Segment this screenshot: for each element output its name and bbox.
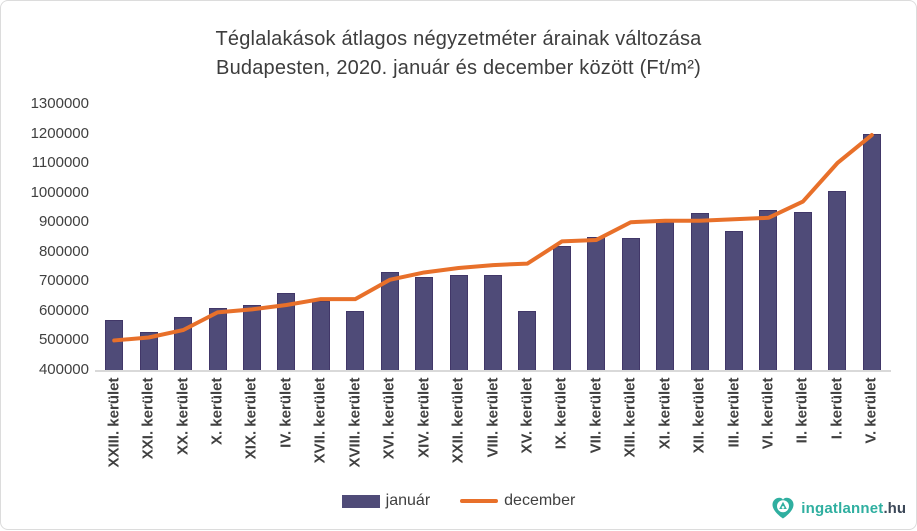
x-axis-label: IX. kerület [552,377,570,450]
y-axis-label: 700000 [38,272,89,290]
y-axis-label: 600000 [38,301,89,319]
bar-januar-xi-kerület [656,222,675,370]
y-axis-label: 1000000 [30,183,89,201]
x-axis-label: XIX. kerület [242,377,260,460]
x-axis-label: VII. kerület [587,377,605,454]
bar-januar-vii-kerület [587,237,606,370]
y-axis-label: 1300000 [30,95,89,112]
x-axis-label: III. kerület [725,377,743,448]
x-axis-label: VIII. kerület [484,377,501,458]
x-axis-label: II. kerület [793,377,811,444]
x-axis-label: XXII. kerület [449,377,467,464]
ingatlannet-heart-icon [772,497,794,519]
bar-januar-vi-kerület [759,210,778,370]
logo-brand-text: ingatlannet [801,499,884,517]
bar-januar-viii-kerület [484,275,502,370]
december-line-swatch [460,499,499,503]
bar-januar-iii-kerület [725,231,744,370]
y-axis-label: 900000 [38,213,89,231]
x-axis-label: XII. kerület [690,377,708,454]
x-axis-label: XI. kerület [656,377,674,450]
x-axis-label: XX. kerület [174,377,192,456]
chart-title-line1: Téglalakások átlagos négyzetméter áraina… [215,28,702,50]
y-axis-label: 500000 [38,331,89,349]
y-axis-label: 1100000 [31,154,89,172]
y-axis-label: 1200000 [30,124,89,142]
x-axis-label: IV. kerület [277,377,295,448]
y-axis-label: 400000 [38,361,89,378]
x-axis-label: XXI. kerület [139,377,157,460]
x-axis-label: I. kerület [828,377,846,440]
bar-januar-xxiii-kerület [105,319,124,370]
bar-januar-v-kerület [862,133,881,370]
x-axis-label: X. kerület [208,377,226,446]
bar-januar-xvi-kerület [380,272,399,370]
bar-januar-ii-kerület [793,211,812,370]
bar-januar-xxii-kerület [449,275,468,370]
chart-title-line2: Budapesten, 2020. január és december köz… [216,57,701,79]
bar-januar-x-kerület [208,307,227,370]
legend-label-januar: január [385,492,431,509]
bar-januar-iv-kerület [277,293,296,370]
x-axis-label: XVI. kerület [380,377,398,460]
januar-bar-swatch [341,494,380,508]
logo-tld-text: .hu [883,499,907,517]
x-axis-label: VI. kerület [759,377,777,450]
bar-januar-xxi-kerület [139,331,158,370]
bar-januar-xiii-kerület [621,238,640,370]
x-axis-label: XXIII. kerület [105,377,123,468]
x-axis-label: XV. kerület [518,377,536,454]
bar-januar-xii-kerület [690,213,709,370]
ingatlannet-watermark: ingatlannet.hu [770,495,906,521]
x-axis-label: XIII. kerület [621,377,639,458]
bar-januar-ix-kerület [552,245,571,370]
legend-item-december: december [460,492,575,510]
x-axis-label: XVII. kerület [311,377,329,464]
bar-januar-xx-kerület [174,316,193,370]
bar-januar-xix-kerület [242,304,261,370]
legend-label-december: december [504,492,576,509]
bar-januar-xv-kerület [518,310,537,370]
x-axis-line [95,370,891,372]
y-axis-label: 800000 [38,242,89,260]
x-axis-label: XIV. kerület [415,377,433,458]
bar-januar-i-kerület [828,191,847,370]
legend: január december [1,492,916,510]
bar-januar-xviii-kerület [346,310,365,370]
legend-item-januar: január [341,492,431,510]
x-axis-label: V. kerület [862,377,880,444]
bar-januar-xvii-kerület [311,300,330,370]
bar-januar-xiv-kerület [415,276,434,370]
chart-title: Téglalakások átlagos négyzetméter áraina… [1,25,916,83]
x-axis-label: XVIII. kerület [346,377,364,468]
